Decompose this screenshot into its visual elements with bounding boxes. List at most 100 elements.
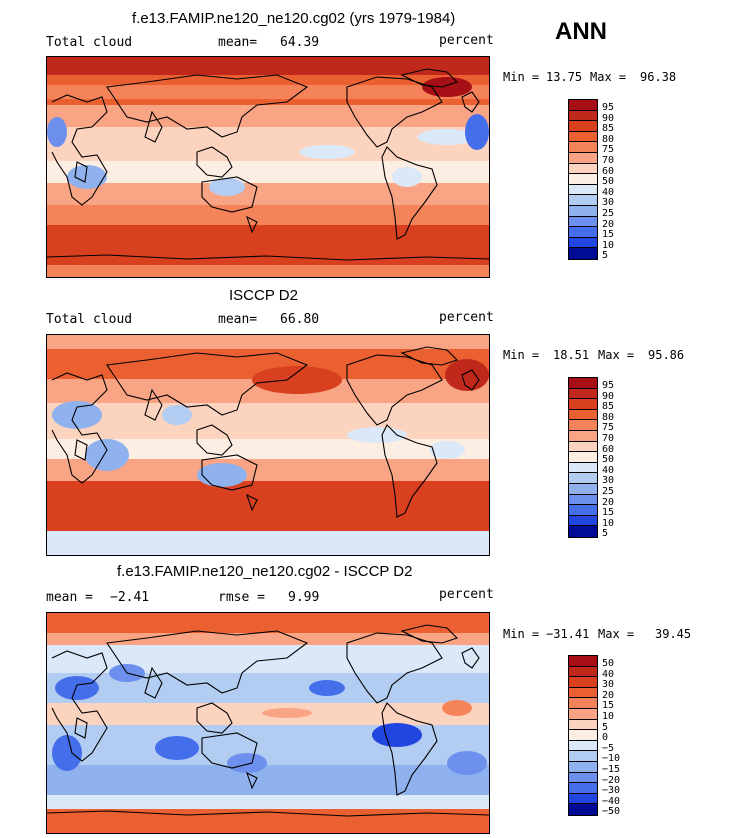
panel3-map [46,612,490,834]
colorbar-swatch [569,163,597,175]
colorbar-swatch [569,708,597,720]
panel2-level: 85 [602,401,615,413]
colorbar-swatch [569,698,597,709]
panel2-level: 80 [602,411,615,423]
panel2-level: 90 [602,390,615,402]
panel3-level: 5 [602,721,609,733]
colorbar-swatch [569,783,597,794]
panel3-level: 10 [602,710,615,722]
panel2-level: 10 [602,517,615,529]
panel2-level: 75 [602,422,615,434]
panel2-level: 15 [602,507,615,519]
colorbar-swatch [569,388,597,400]
panel1-max-value: 96.38 [640,70,677,84]
panel2-colorbar [568,377,598,538]
panel1-level: 70 [602,154,615,166]
panel3-level: −5 [602,742,615,754]
colorbar-swatch [569,110,597,122]
panel1-mean-value: 64.39 [280,35,320,50]
panel1-level: 75 [602,144,615,156]
panel3-mean-value: −2.41 [110,590,150,605]
panel3-level: −20 [602,774,621,786]
panel3-level: −15 [602,763,621,775]
panel2-map [46,334,490,556]
panel3-level: 50 [602,658,615,669]
panel3-colorbar [568,655,598,816]
colorbar-swatch [569,121,597,132]
season-label: ANN [555,18,607,45]
panel1-level: 85 [602,123,615,135]
panel3-level: 0 [602,732,609,744]
colorbar-swatch [569,152,597,164]
panel1-min-value: 13.75 [546,70,583,84]
colorbar-swatch [569,248,597,259]
colorbar-swatch [569,205,597,217]
panel1-colorbar [568,99,598,260]
colorbar-swatch [569,378,597,389]
panel2-level: 50 [602,454,615,466]
panel3-level: −50 [602,806,621,818]
panel1-level: 10 [602,239,615,251]
colorbar-swatch [569,237,597,249]
panel3-level: −10 [602,753,621,765]
colorbar-swatch [569,494,597,506]
panel3-max-value: 39.45 [655,627,692,641]
panel1-level: 15 [602,229,615,241]
panel3-rmse-value: 9.99 [288,590,320,605]
colorbar-swatch [569,772,597,784]
panel1-level: 30 [602,197,615,209]
panel2-title: ISCCP D2 [229,287,298,304]
colorbar-swatch [569,666,597,678]
panel2-colorbar-labels: 95 90 85 80 75 70 60 50 40 30 25 20 15 1… [602,380,615,540]
panel2-level: 60 [602,443,615,455]
colorbar-swatch [569,195,597,206]
panel2-max-label: Max = [598,348,635,362]
colorbar-swatch [569,184,597,196]
panel2-level: 70 [602,432,615,444]
colorbar-swatch [569,719,597,731]
panel1-units: percent [439,33,494,48]
panel3-min-value: −31.41 [546,627,590,641]
panel2-mean-value: 66.80 [280,312,320,327]
panel1-level: 20 [602,218,615,230]
colorbar-swatch [569,677,597,688]
panel3-mean-label: mean = [46,590,93,605]
colorbar-swatch [569,505,597,516]
panel1-map-svg [47,57,489,277]
colorbar-swatch [569,441,597,453]
panel1-level: 5 [602,250,609,262]
panel2-variable-label: Total cloud [46,312,133,327]
panel3-max-label: Max = [598,627,635,641]
colorbar-swatch [569,399,597,410]
panel3-units: percent [439,587,494,602]
panel2-min-value: 18.51 [553,348,590,362]
panel3-map-svg [47,613,489,833]
colorbar-swatch [569,687,597,699]
colorbar-swatch [569,142,597,153]
colorbar-swatch [569,656,597,667]
panel2-level: 20 [602,496,615,508]
panel1-min-label: Min = [503,70,540,84]
panel3-level: 20 [602,689,615,701]
colorbar-swatch [569,100,597,111]
colorbar-swatch [569,751,597,762]
panel3-rmse-label: rmse = [218,590,265,605]
panel1-level: 50 [602,176,615,188]
panel1-level: 25 [602,207,615,219]
panel1-max-label: Max = [590,70,627,84]
panel2-max-value: 95.86 [648,348,685,362]
panel3-level: −40 [602,795,621,807]
colorbar-swatch [569,430,597,442]
colorbar-swatch [569,462,597,474]
panel2-level: 95 [602,380,615,391]
colorbar-swatch [569,515,597,527]
colorbar-swatch [569,730,597,741]
panel2-units: percent [439,310,494,325]
colorbar-swatch [569,526,597,537]
colorbar-swatch [569,131,597,143]
panel1-level: 80 [602,133,615,145]
colorbar-swatch [569,793,597,805]
panel3-min-label: Min = [503,627,540,641]
panel3-level: 30 [602,679,615,691]
panel1-map [46,56,490,278]
